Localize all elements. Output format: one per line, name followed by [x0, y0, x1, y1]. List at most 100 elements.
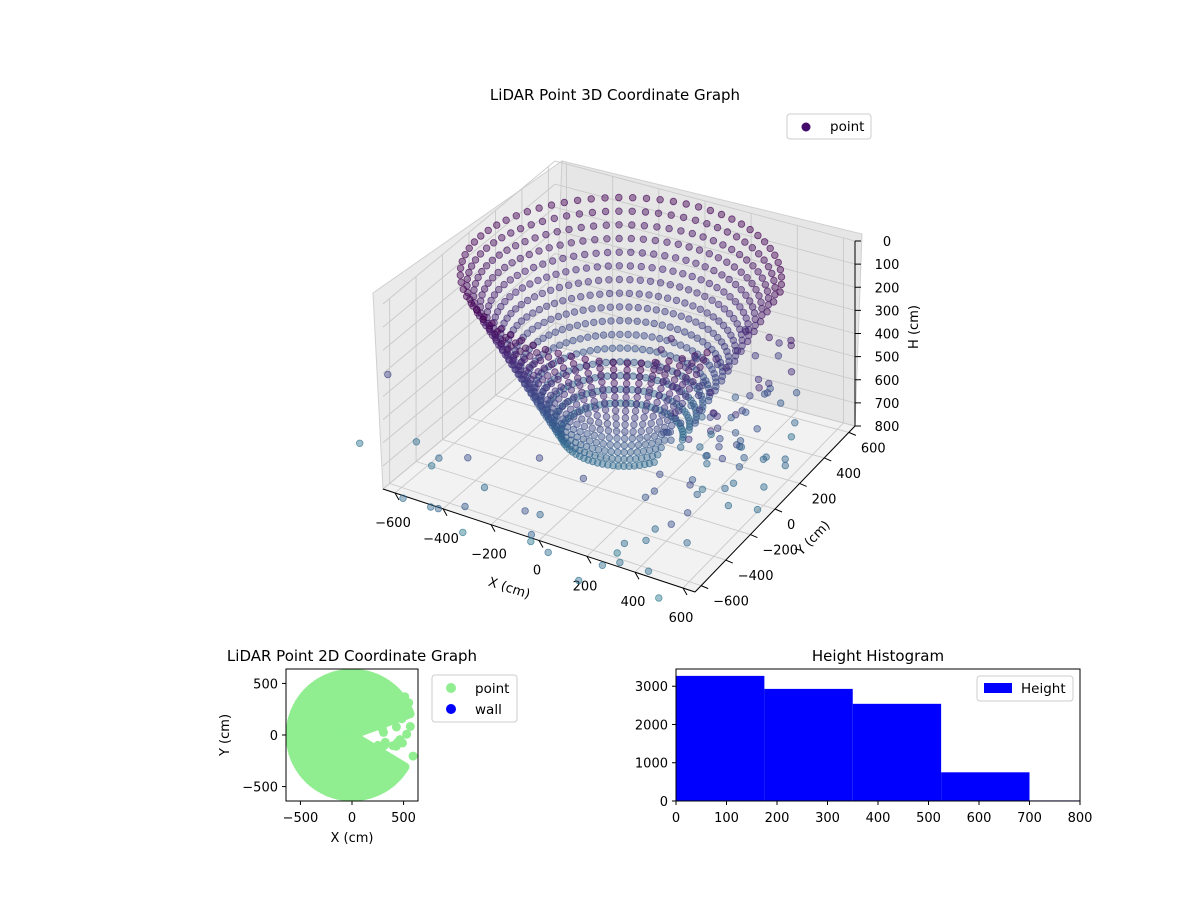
- point-marker-3d: [630, 462, 639, 470]
- point-marker-3d: [590, 318, 598, 327]
- y-tick-label-2d: 0: [270, 729, 278, 744]
- point-marker-3d: [535, 247, 543, 255]
- point-marker-3d: [482, 262, 491, 270]
- point-marker-3d: [627, 248, 635, 256]
- point-marker-3d: [515, 362, 523, 370]
- point-marker-3d: [584, 369, 592, 377]
- point-marker-3d: [713, 412, 721, 420]
- point-marker-2d: [388, 741, 398, 751]
- point-marker-3d: [547, 391, 555, 400]
- point-marker-3d: [536, 356, 545, 365]
- point-marker-3d: [550, 299, 559, 308]
- point-marker-3d: [615, 234, 623, 243]
- point-marker-3d: [669, 310, 677, 318]
- point-marker-3d: [498, 233, 506, 242]
- point-marker-3d: [622, 386, 630, 395]
- z-tick-label-3d: 600: [875, 374, 900, 389]
- x-tick-mark-3d: [490, 524, 496, 532]
- point-marker-3d: [667, 211, 675, 219]
- point-marker-3d: [559, 364, 568, 372]
- point-marker-3d: [516, 347, 524, 355]
- point-marker-3d: [565, 378, 573, 387]
- point-marker-3d: [464, 454, 472, 462]
- point-marker-3d: [787, 336, 795, 345]
- points-2d: [286, 669, 418, 801]
- point-marker-3d: [601, 194, 609, 202]
- point-marker-3d: [507, 229, 515, 237]
- point-marker-3d: [588, 208, 597, 217]
- point-marker-3d: [613, 441, 621, 449]
- point-marker-3d: [661, 436, 669, 444]
- point-marker-3d: [750, 309, 759, 317]
- x-tick-label-hist: 400: [866, 811, 891, 826]
- point-marker-3d: [535, 454, 544, 462]
- point-marker-3d: [584, 278, 592, 286]
- point-marker-3d: [521, 267, 529, 275]
- point-marker-3d: [676, 283, 684, 291]
- point-marker-3d: [737, 220, 746, 228]
- point-marker-3d: [529, 341, 537, 349]
- point-marker-3d: [539, 334, 547, 342]
- point-marker-3d: [551, 328, 560, 336]
- point-marker-3d: [554, 349, 562, 358]
- point-marker-3d: [748, 243, 756, 252]
- point-marker-3d: [616, 385, 625, 393]
- point-marker-3d: [741, 326, 749, 334]
- point-marker-3d: [607, 317, 615, 325]
- point-marker-3d: [567, 386, 575, 394]
- point-marker-3d: [600, 392, 608, 400]
- point-marker-3d: [559, 254, 567, 263]
- x-tick-label-hist: 500: [916, 811, 941, 826]
- point-marker-2d: [405, 722, 415, 731]
- point-marker-3d: [648, 372, 657, 380]
- point-marker-3d: [781, 461, 789, 470]
- point-marker-3d: [529, 263, 538, 272]
- point-marker-3d: [559, 297, 567, 305]
- point-marker-3d: [456, 271, 464, 279]
- point-marker-3d: [696, 363, 704, 371]
- point-marker-3d: [497, 302, 505, 311]
- point-marker-3d: [698, 413, 706, 421]
- point-marker-3d: [726, 293, 734, 301]
- point-marker-3d: [663, 238, 671, 246]
- point-marker-3d: [356, 439, 364, 447]
- point-marker-3d: [477, 297, 485, 305]
- point-marker-3d: [613, 434, 621, 442]
- point-marker-3d: [553, 227, 561, 236]
- point-marker-3d: [731, 393, 740, 401]
- legend-3d-label: point: [830, 119, 864, 135]
- point-marker-3d: [698, 485, 707, 493]
- point-marker-3d: [608, 344, 617, 352]
- point-marker-3d: [650, 365, 658, 373]
- legend-hist-swatch: [984, 683, 1012, 693]
- point-marker-3d: [616, 330, 624, 339]
- point-marker-3d: [655, 366, 663, 375]
- point-marker-3d: [412, 438, 421, 446]
- point-marker-3d: [547, 379, 556, 388]
- point-marker-3d: [666, 281, 674, 289]
- point-marker-3d: [651, 405, 659, 414]
- point-marker-3d: [684, 509, 692, 517]
- point-marker-3d: [644, 360, 652, 368]
- point-marker-3d: [562, 410, 570, 418]
- point-marker-3d: [480, 483, 489, 492]
- point-marker-3d: [701, 292, 709, 301]
- point-marker-3d: [774, 352, 783, 360]
- point-marker-3d: [682, 256, 690, 264]
- point-marker-3d: [663, 397, 671, 405]
- point-marker-3d: [677, 443, 685, 451]
- point-marker-3d: [529, 309, 537, 317]
- point-marker-3d: [760, 256, 768, 264]
- point-marker-3d: [541, 345, 550, 354]
- ticks-3d: −600−600−400−400−200 −2000020020040040060…: [375, 235, 899, 626]
- point-marker-3d: [746, 225, 754, 234]
- point-marker-3d: [722, 364, 730, 372]
- point-marker-3d: [585, 450, 594, 458]
- point-marker-3d: [605, 289, 614, 298]
- x-tick-label-3d: −600: [375, 516, 411, 531]
- point-marker-3d: [530, 293, 539, 301]
- point-marker-3d: [774, 258, 782, 267]
- x-tick-label-3d: −400: [423, 532, 459, 547]
- point-marker-3d: [669, 402, 678, 410]
- point-marker-3d: [678, 399, 686, 408]
